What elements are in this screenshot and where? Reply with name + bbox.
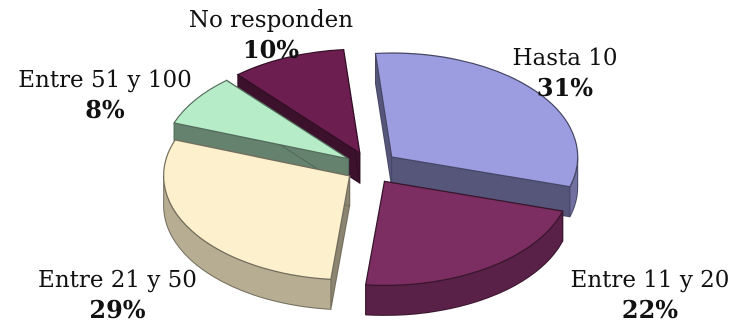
pie-slice-hasta-10 (374, 52, 579, 218)
slice-percent-label: 10% (242, 34, 300, 64)
slice-category-label: Entre 51 y 100 (18, 67, 192, 93)
slice-label-no-responden: No responden 10% (180, 6, 362, 65)
slice-percent-label: 22% (621, 294, 679, 324)
pie-slice-top (163, 139, 351, 280)
slice-category-label: Entre 11 y 20 (570, 267, 730, 293)
pie-slice-top (364, 180, 564, 286)
slice-label-entre-21-y-50: Entre 21 y 50 29% (30, 266, 205, 325)
pie-slice-entre-21-y-50 (163, 139, 351, 310)
slice-category-label: Entre 21 y 50 (38, 267, 197, 293)
slice-category-label: No responden (188, 7, 354, 33)
pie-slice-top (236, 48, 361, 155)
pie-slice-entre-11-y-20 (364, 180, 564, 316)
slice-percent-label: 29% (89, 294, 146, 324)
slice-percent-label: 31% (536, 72, 594, 102)
slice-label-entre-51-y-100: Entre 51 y 100 8% (16, 66, 194, 125)
pie-slice-top (374, 52, 579, 188)
pie-slice-top (173, 79, 349, 160)
slice-label-hasta-10: Hasta 10 31% (505, 44, 625, 103)
slice-label-entre-11-y-20: Entre 11 y 20 22% (570, 266, 730, 325)
slice-percent-label: 8% (85, 94, 125, 124)
slice-category-label: Hasta 10 (512, 45, 618, 71)
